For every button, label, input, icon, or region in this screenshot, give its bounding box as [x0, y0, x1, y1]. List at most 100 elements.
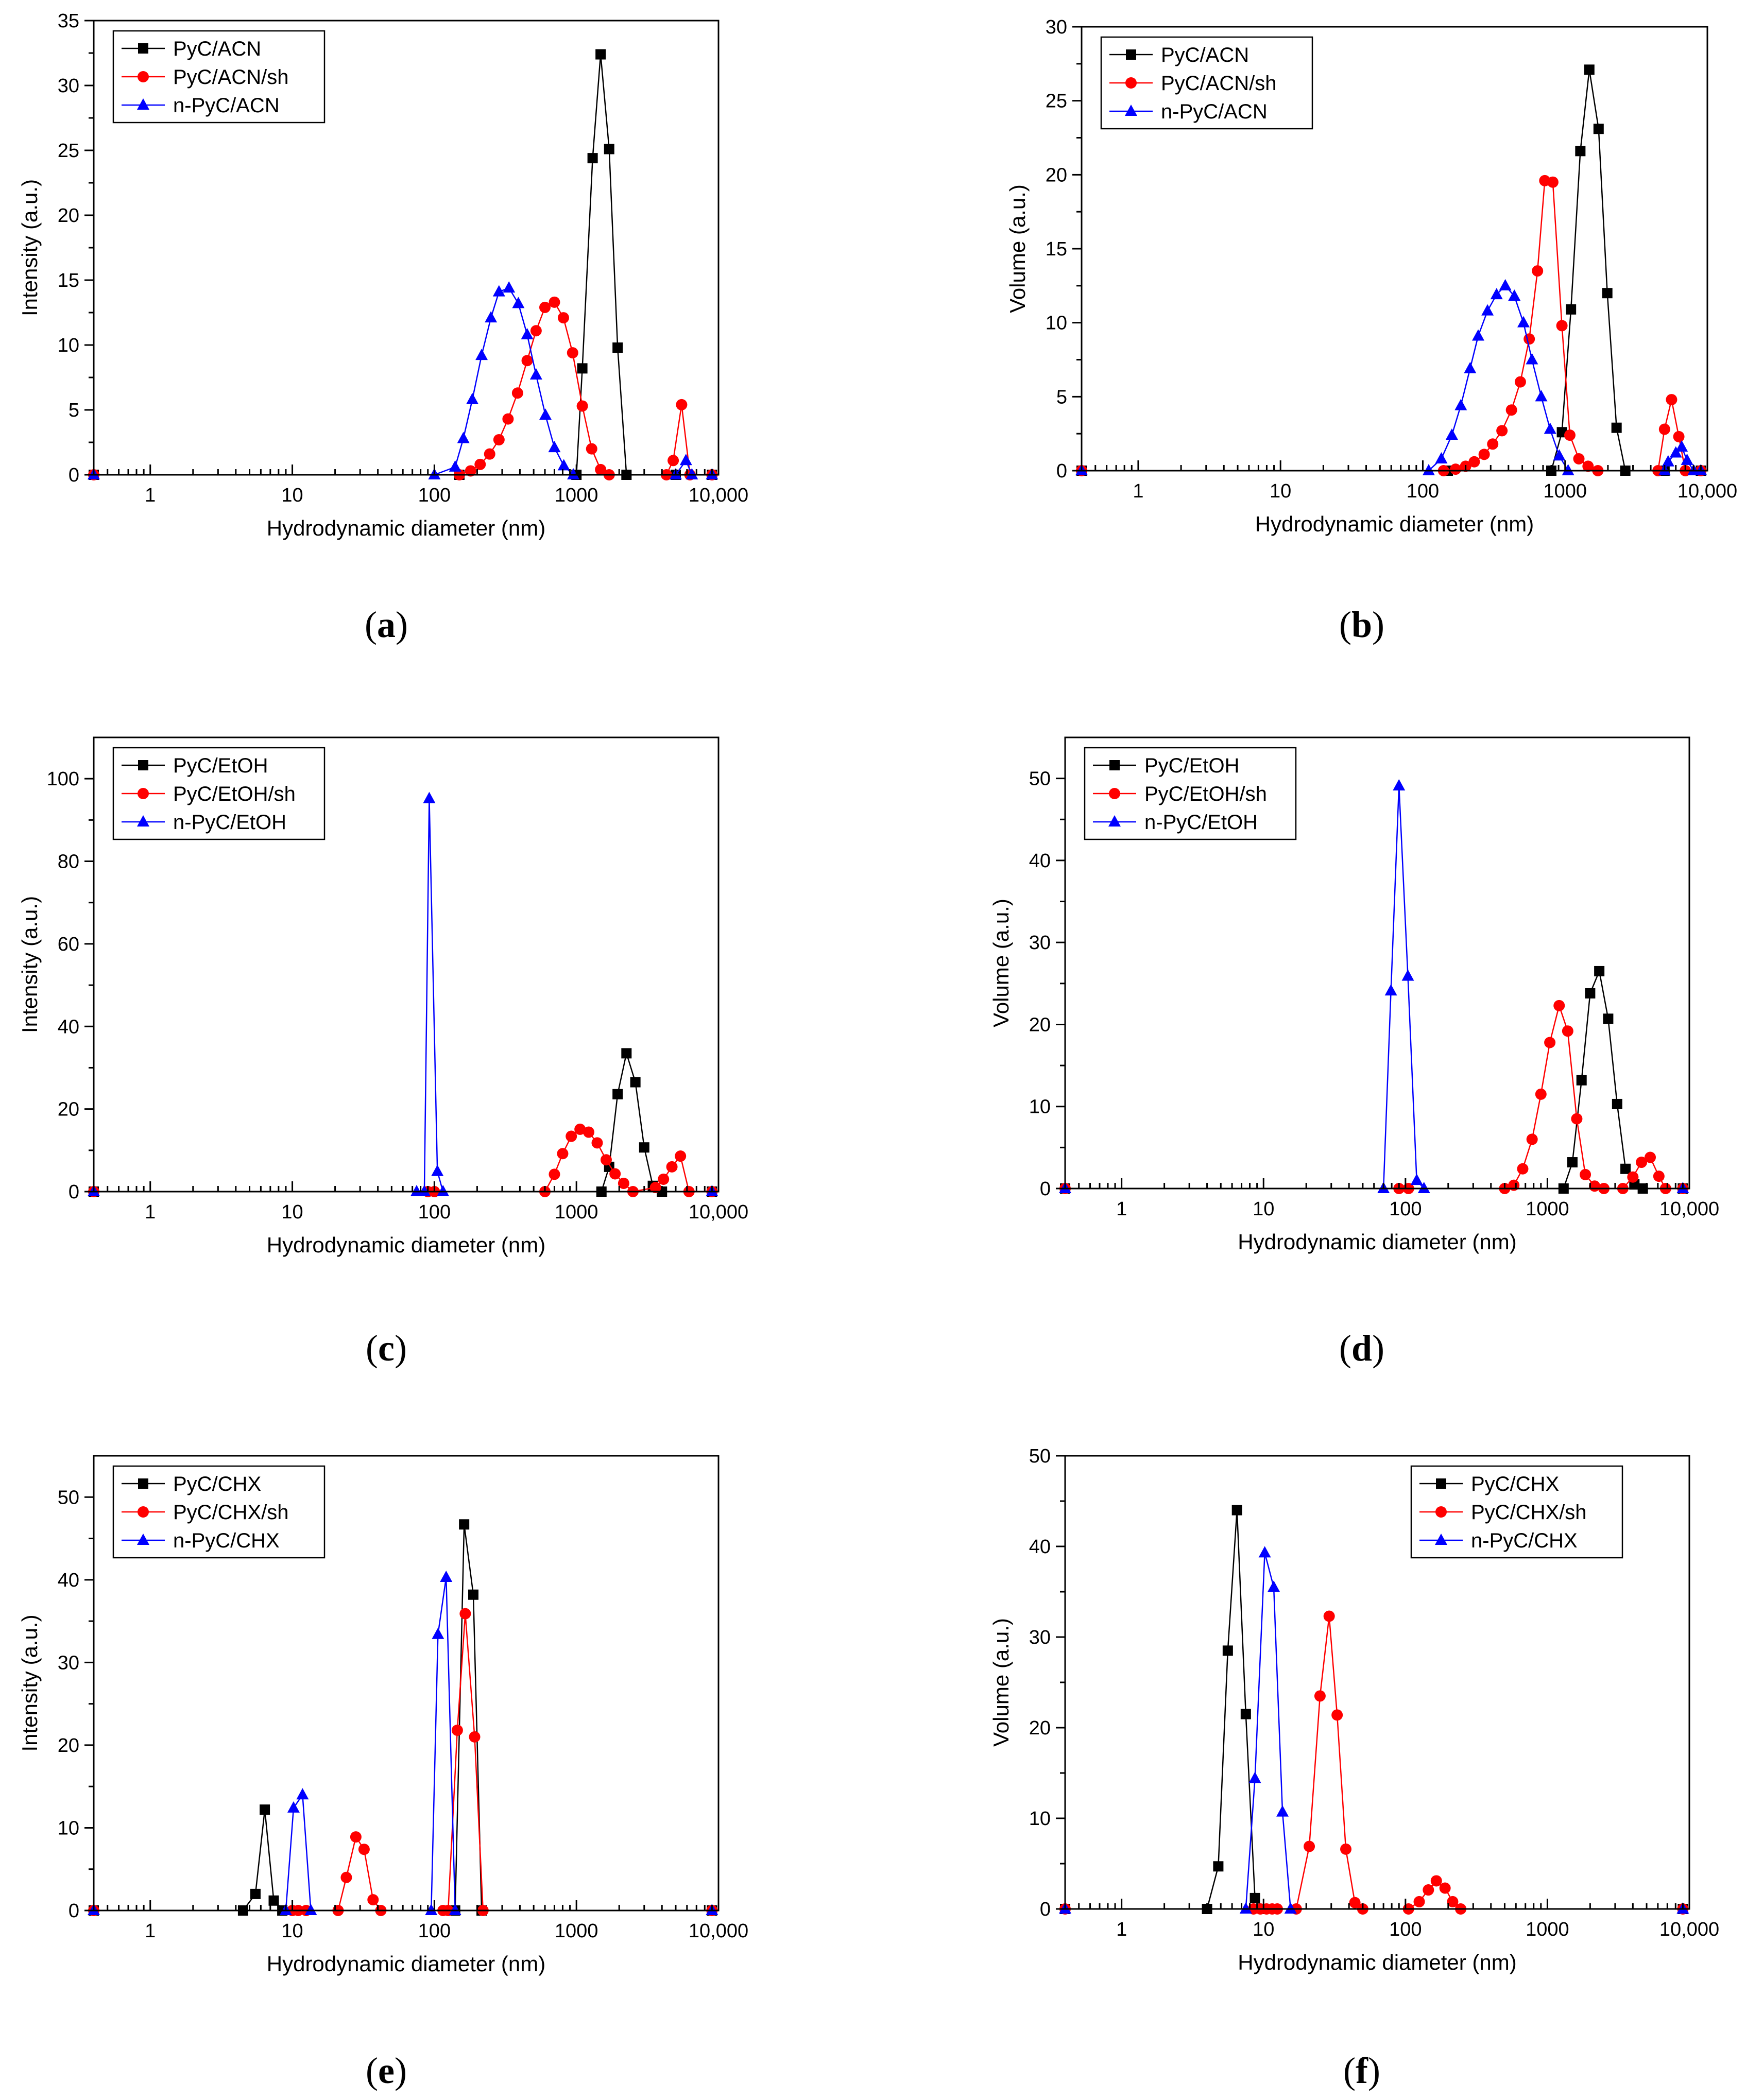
y-tick-label: 10: [58, 1817, 79, 1839]
data-point: [432, 1627, 444, 1639]
y-tick-label: 50: [1029, 1445, 1051, 1467]
plot-frame: [93, 736, 720, 1193]
data-point: [1566, 304, 1577, 315]
legend-label: PyC/EtOH: [173, 754, 268, 777]
series-n-PyC/CHX: [1059, 1546, 1689, 1914]
data-point: [567, 347, 578, 359]
data-point: [577, 363, 588, 374]
data-point: [1658, 423, 1670, 435]
chart-panel-c: 1 10 100 1000 10,000 0 20 40 60 80 100 Hydrodynamic…: [18, 736, 748, 1369]
series-line: [94, 1524, 712, 1912]
data-point: [1439, 1882, 1451, 1894]
data-point: [1284, 1902, 1297, 1914]
data-point: [1571, 1113, 1583, 1125]
x-tick-label: 100: [1389, 1198, 1422, 1220]
data-point: [493, 434, 505, 445]
legend-marker: [1435, 1506, 1447, 1518]
panel-label: (f): [1343, 2050, 1380, 2091]
panel-label: (a): [365, 604, 408, 645]
y-tick-label: 15: [58, 270, 79, 291]
legend-label: PyC/CHX: [173, 1473, 261, 1495]
y-tick-label: 0: [1056, 460, 1067, 482]
data-point: [449, 1904, 461, 1915]
data-point: [1582, 460, 1594, 472]
data-point: [451, 1725, 463, 1736]
legend-label: n-PyC/CHX: [173, 1529, 280, 1552]
y-tick-label: 50: [1029, 768, 1051, 790]
data-point: [1471, 329, 1484, 341]
legend-marker: [1109, 760, 1120, 770]
y-tick-label: 15: [1046, 238, 1067, 260]
x-tick-label: 100: [418, 1201, 451, 1223]
data-point: [1454, 399, 1467, 410]
y-tick-label: 40: [58, 1570, 79, 1591]
data-point: [1567, 1157, 1578, 1168]
legend-label: n-PyC/EtOH: [173, 811, 286, 834]
series-PyC/EtOH: [89, 1048, 717, 1197]
data-point: [1487, 438, 1499, 450]
chart-panel-e: 1 10 100 1000 10,000 0 10 20 30 40 50 Hydrodynamic …: [18, 1455, 748, 2091]
data-point: [1490, 288, 1503, 300]
legend: PyC/ACN PyC/ACN/sh n-PyC/ACN: [1100, 36, 1313, 130]
data-point: [1547, 176, 1559, 188]
data-point: [1517, 1163, 1529, 1175]
y-tick-label: 10: [1029, 1096, 1051, 1118]
data-point: [566, 1130, 577, 1142]
series-line: [1065, 1510, 1683, 1910]
data-point: [1544, 422, 1556, 434]
x-tick-label: 1: [1116, 1198, 1127, 1220]
data-point: [686, 468, 698, 479]
data-point: [1544, 1037, 1556, 1048]
x-tick-label: 10,000: [689, 485, 748, 506]
data-point: [1526, 1133, 1538, 1145]
chart-panel-d: 1 10 100 1000 10,000 0 10 20 30 40 50 Hydrodynamic …: [989, 736, 1719, 1369]
y-tick-label: 10: [58, 335, 79, 356]
data-point: [1481, 304, 1494, 316]
data-point: [459, 1608, 471, 1620]
data-point: [1514, 376, 1526, 388]
plot-frame: [1064, 736, 1690, 1190]
data-point: [367, 1894, 379, 1906]
data-point: [287, 1801, 300, 1813]
legend-marker: [1125, 105, 1137, 116]
data-point: [1331, 1709, 1343, 1721]
legend-label: PyC/ACN: [173, 38, 261, 60]
x-tick-label: 10: [281, 1201, 303, 1223]
data-point: [1535, 390, 1548, 402]
series-PyC/EtOH: [1060, 966, 1688, 1194]
series-PyC/EtOH/sh: [88, 1123, 718, 1197]
data-point: [425, 1904, 438, 1915]
legend: PyC/EtOH PyC/EtOH/sh n-PyC/EtOH: [1084, 747, 1297, 840]
legend-label: PyC/ACN/sh: [173, 66, 289, 89]
data-point: [1384, 984, 1397, 996]
y-tick-label: 50: [58, 1487, 79, 1508]
x-tick-label: 10: [1270, 480, 1291, 502]
x-axis-label: Hydrodynamic diameter (nm): [1238, 1950, 1517, 1974]
x-axis-label: Hydrodynamic diameter (nm): [267, 1952, 546, 1976]
x-tick-label: 100: [1407, 480, 1439, 502]
data-point: [591, 1137, 603, 1149]
data-point: [1532, 265, 1544, 277]
data-point: [1553, 1000, 1565, 1011]
x-tick-label: 1: [1116, 1919, 1127, 1940]
data-point: [1526, 353, 1538, 365]
data-point: [567, 468, 580, 479]
data-point: [630, 1077, 641, 1088]
panel-label: (b): [1339, 604, 1384, 645]
data-point: [440, 1571, 453, 1582]
data-point: [1675, 440, 1688, 452]
legend-marker: [137, 98, 149, 110]
data-point: [1556, 320, 1568, 332]
data-point: [1524, 333, 1535, 345]
data-point: [484, 448, 495, 460]
series-n-PyC/EtOH: [1059, 779, 1689, 1193]
y-tick-label: 30: [1046, 16, 1067, 38]
legend-marker: [138, 71, 149, 82]
x-tick-label: 100: [418, 1920, 451, 1942]
data-point: [1468, 456, 1480, 468]
data-point: [358, 1844, 370, 1855]
chart-panel-f: 1 10 100 1000 10,000 0 10 20 30 40 50 Hydrodynamic …: [989, 1445, 1719, 2091]
data-point: [576, 400, 588, 412]
y-axis-label: Intensity (a.u.): [18, 896, 42, 1033]
x-tick-label: 1000: [555, 485, 598, 506]
